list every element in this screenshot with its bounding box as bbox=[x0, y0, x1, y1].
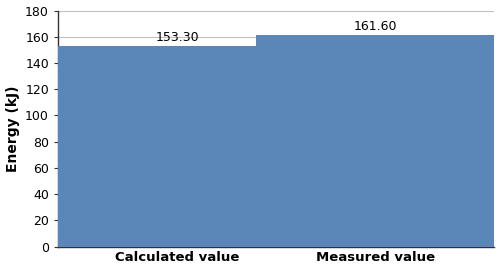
Text: 161.60: 161.60 bbox=[354, 20, 397, 33]
Bar bbox=[58, 46, 296, 247]
Y-axis label: Energy (kJ): Energy (kJ) bbox=[6, 85, 20, 172]
Text: 153.30: 153.30 bbox=[155, 31, 199, 43]
Bar bbox=[256, 35, 494, 247]
